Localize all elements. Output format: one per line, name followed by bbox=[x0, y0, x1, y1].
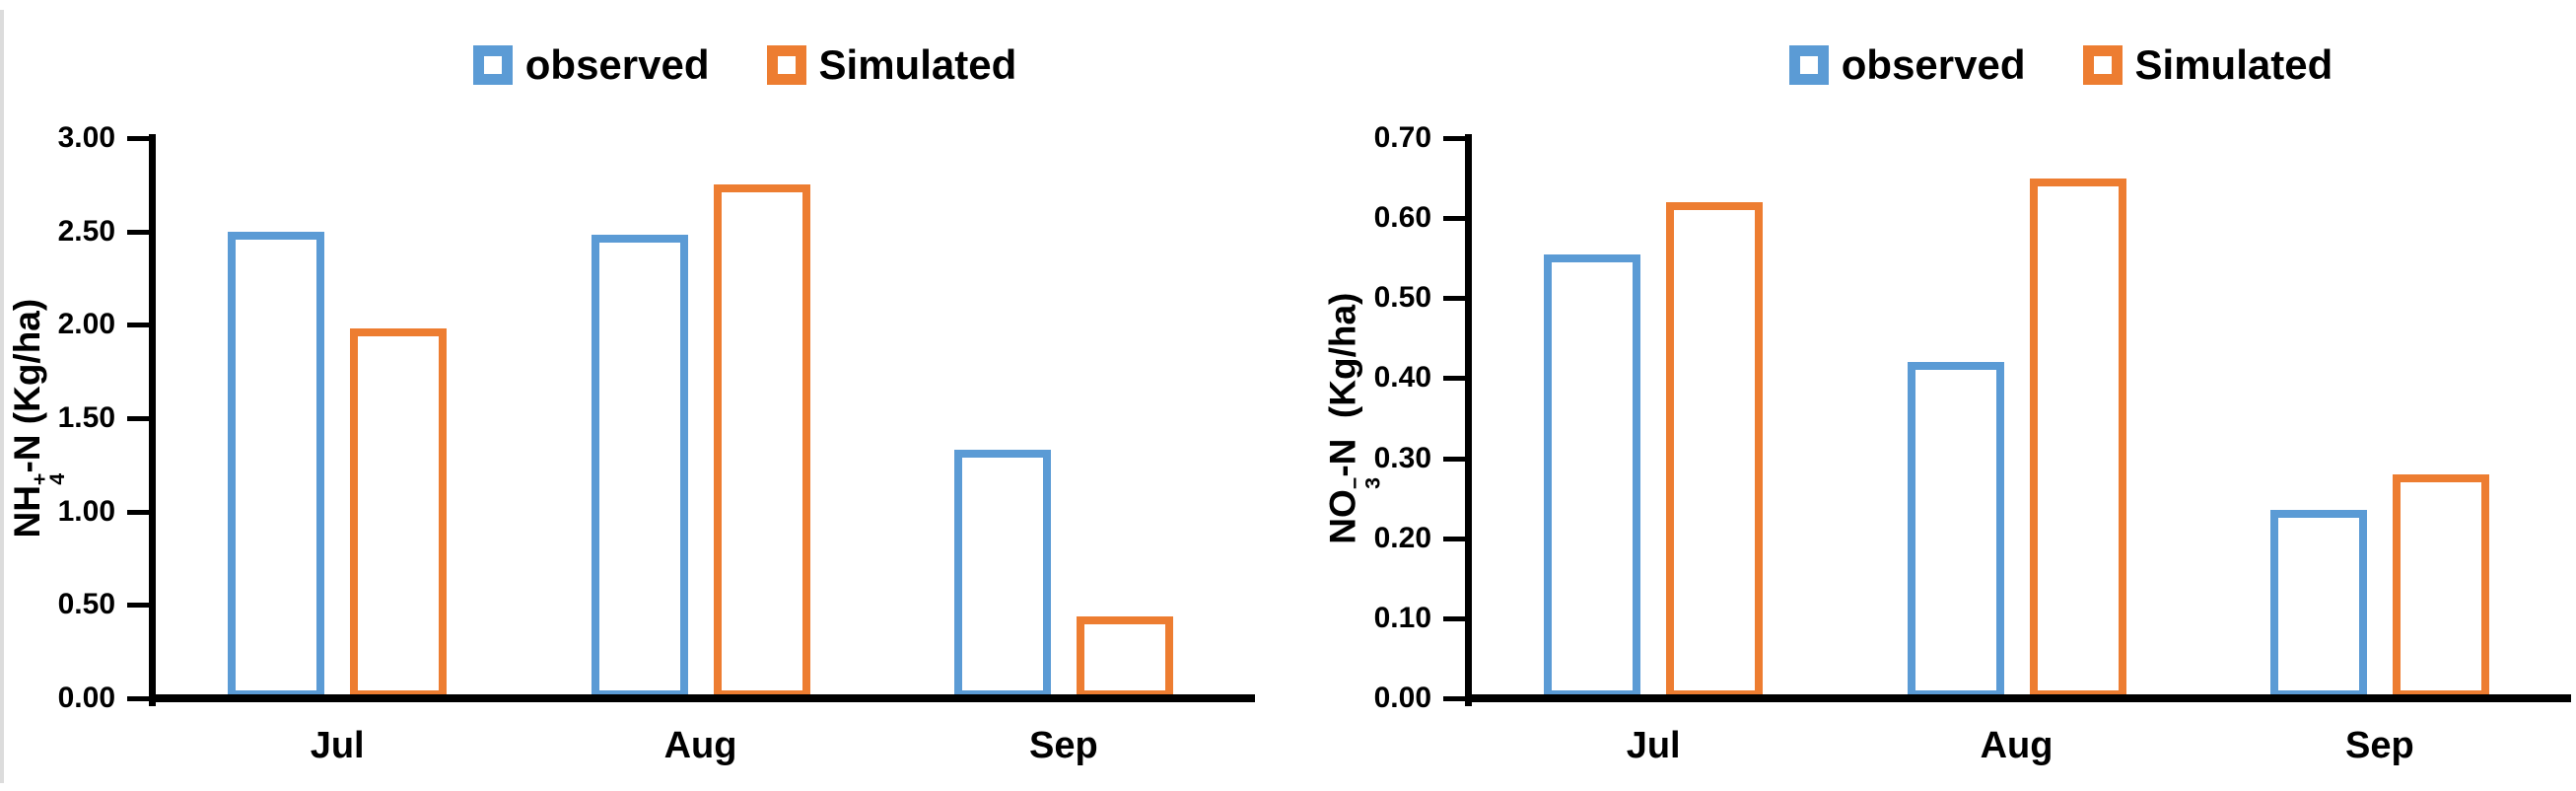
legend-swatch-observed-icon bbox=[1788, 45, 1829, 85]
legend-item-observed: observed bbox=[472, 41, 710, 88]
bar-simulated-aug bbox=[713, 184, 810, 698]
y-tick bbox=[1443, 696, 1465, 701]
chart-nh4-panel: observed Simulated NH +4 -N (Kg/ha) 3.00 2.… bbox=[7, 39, 1289, 766]
y-tick bbox=[127, 696, 149, 701]
legend: observed Simulated bbox=[1516, 39, 2576, 91]
y-tick-label: 1.50 bbox=[57, 401, 115, 434]
chem-subscript-superscript: +4 bbox=[27, 472, 69, 485]
y-axis-line bbox=[149, 134, 156, 706]
y-tick-label: 0.00 bbox=[1373, 682, 1431, 714]
legend-item-simulated: Simulated bbox=[2082, 41, 2333, 88]
y-tick-label: 0.10 bbox=[1373, 601, 1431, 634]
legend-swatch-simulated-icon bbox=[2082, 45, 2123, 85]
bar-observed-sep bbox=[2269, 510, 2367, 698]
legend-swatch-simulated-icon bbox=[766, 45, 806, 85]
y-tick bbox=[1443, 296, 1465, 302]
y-tick bbox=[1443, 615, 1465, 621]
legend-label-observed: observed bbox=[524, 41, 710, 88]
y-tick bbox=[1443, 216, 1465, 222]
y-tick-label: 3.00 bbox=[57, 121, 115, 154]
y-tick bbox=[1443, 376, 1465, 382]
bar-observed-jul bbox=[228, 232, 325, 698]
x-tick-label: Jul bbox=[310, 725, 365, 766]
y-tick-label: 0.70 bbox=[1373, 121, 1431, 154]
y-tick-label: 0.50 bbox=[57, 588, 115, 621]
bar-simulated-sep bbox=[2392, 474, 2489, 698]
x-tick-label: Jul bbox=[1626, 725, 1681, 766]
legend: observed Simulated bbox=[200, 39, 1289, 91]
y-tick-label: 0.00 bbox=[57, 682, 115, 714]
bar-observed-sep bbox=[953, 450, 1051, 698]
bar-observed-aug bbox=[591, 235, 688, 698]
legend-item-simulated: Simulated bbox=[766, 41, 1017, 88]
legend-label-observed: observed bbox=[1841, 41, 2026, 88]
bar-observed-aug bbox=[1907, 362, 2004, 698]
legend-label-simulated: Simulated bbox=[2134, 41, 2333, 88]
y-tick bbox=[1443, 536, 1465, 541]
y-tick-label: 1.00 bbox=[57, 494, 115, 528]
y-axis-line bbox=[1465, 134, 1472, 706]
legend-label-simulated: Simulated bbox=[818, 41, 1017, 88]
y-tick bbox=[1443, 136, 1465, 141]
y-tick bbox=[1443, 456, 1465, 462]
bar-simulated-sep bbox=[1076, 616, 1173, 698]
y-tick-label: 2.50 bbox=[57, 214, 115, 248]
y-tick bbox=[127, 323, 149, 328]
y-tick bbox=[127, 509, 149, 515]
y-tick bbox=[127, 229, 149, 235]
y-tick-label: 0.40 bbox=[1373, 361, 1431, 395]
y-tick bbox=[127, 603, 149, 609]
chart-no3-panel: observed Simulated NO −3 -N (Kg/ha) 0.70 0.… bbox=[1288, 0, 2576, 791]
x-tick-label: Sep bbox=[1028, 725, 1098, 766]
chem-subscript-superscript: −3 bbox=[1343, 476, 1385, 490]
y-tick-label: 0.50 bbox=[1373, 281, 1431, 315]
y-tick-label: 0.30 bbox=[1373, 441, 1431, 474]
legend-swatch-observed-icon bbox=[472, 45, 513, 85]
y-tick-label: 0.60 bbox=[1373, 201, 1431, 235]
y-tick bbox=[127, 136, 149, 141]
x-tick-label: Aug bbox=[663, 725, 737, 766]
y-tick bbox=[127, 416, 149, 421]
x-axis-line bbox=[149, 694, 1255, 702]
bar-simulated-aug bbox=[2029, 179, 2126, 698]
bar-simulated-jul bbox=[350, 328, 448, 698]
y-tick-label: 0.20 bbox=[1373, 521, 1431, 554]
x-tick-label: Sep bbox=[2344, 725, 2414, 766]
y-tick-label: 2.00 bbox=[57, 308, 115, 341]
panel-divider bbox=[0, 10, 4, 783]
bar-simulated-jul bbox=[1666, 202, 1764, 698]
x-axis-line bbox=[1465, 694, 2571, 702]
bar-observed-jul bbox=[1544, 254, 1641, 698]
y-axis-title: NO −3 -N (Kg/ha) bbox=[1322, 292, 1385, 544]
legend-item-observed: observed bbox=[1788, 41, 2026, 88]
x-tick-label: Aug bbox=[1980, 725, 2054, 766]
